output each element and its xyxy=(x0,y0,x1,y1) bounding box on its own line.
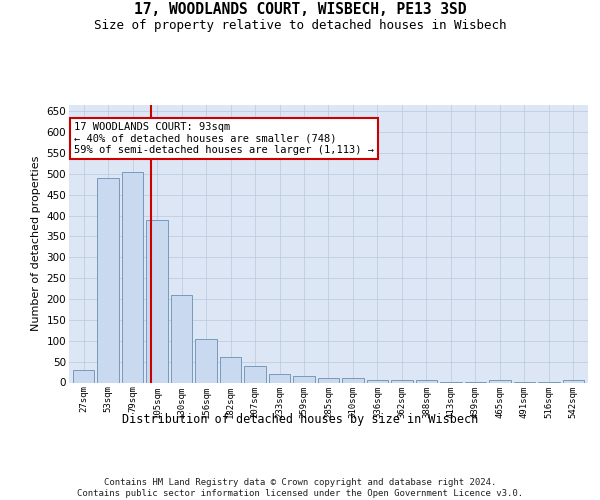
Bar xyxy=(269,374,290,382)
Bar xyxy=(489,380,511,382)
Bar xyxy=(171,295,193,382)
Bar xyxy=(220,358,241,382)
Text: 17, WOODLANDS COURT, WISBECH, PE13 3SD: 17, WOODLANDS COURT, WISBECH, PE13 3SD xyxy=(134,2,466,18)
Text: Contains HM Land Registry data © Crown copyright and database right 2024.
Contai: Contains HM Land Registry data © Crown c… xyxy=(77,478,523,498)
Text: Distribution of detached houses by size in Wisbech: Distribution of detached houses by size … xyxy=(122,412,478,426)
Bar xyxy=(244,366,266,382)
Bar xyxy=(293,376,315,382)
Bar xyxy=(73,370,94,382)
Bar xyxy=(122,172,143,382)
Bar xyxy=(563,380,584,382)
Bar xyxy=(318,378,339,382)
Bar xyxy=(196,338,217,382)
Text: Size of property relative to detached houses in Wisbech: Size of property relative to detached ho… xyxy=(94,19,506,32)
Bar xyxy=(391,380,413,382)
Bar xyxy=(97,178,119,382)
Y-axis label: Number of detached properties: Number of detached properties xyxy=(31,156,41,332)
Bar xyxy=(146,220,168,382)
Bar xyxy=(367,380,388,382)
Bar xyxy=(342,378,364,382)
Bar xyxy=(416,380,437,382)
Text: 17 WOODLANDS COURT: 93sqm
← 40% of detached houses are smaller (748)
59% of semi: 17 WOODLANDS COURT: 93sqm ← 40% of detac… xyxy=(74,122,374,155)
